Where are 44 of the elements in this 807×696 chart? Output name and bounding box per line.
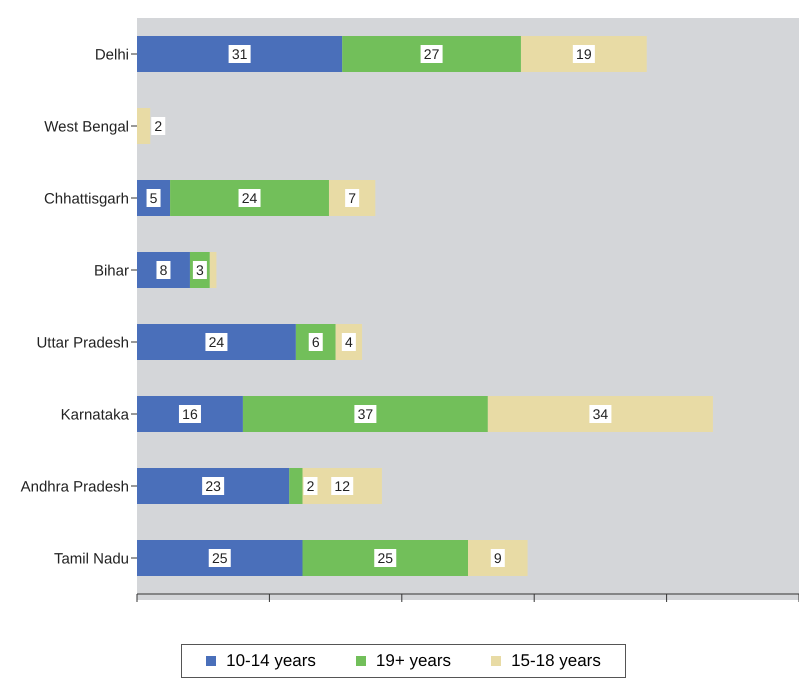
data-label: 6 xyxy=(312,334,320,350)
y-tick-label: Andhra Pradesh xyxy=(20,478,129,496)
y-tick-label: Chhattisgarh xyxy=(44,190,129,208)
bar xyxy=(488,396,713,432)
data-label: 24 xyxy=(208,334,224,350)
bar xyxy=(137,36,342,72)
bar xyxy=(520,36,647,72)
y-tick-label: Delhi xyxy=(94,46,129,64)
data-label: 23 xyxy=(205,478,222,494)
data-label: 27 xyxy=(424,46,440,62)
data-label: 37 xyxy=(358,406,374,422)
bar xyxy=(137,396,243,432)
data-label: 25 xyxy=(212,550,228,566)
data-label: 2 xyxy=(154,118,162,134)
data-label: 2 xyxy=(306,478,315,494)
bar xyxy=(137,540,302,576)
y-tick-label: Tamil Nadu xyxy=(54,550,129,568)
data-label: 25 xyxy=(377,550,394,566)
data-label: 3 xyxy=(196,262,204,278)
bar xyxy=(242,396,488,432)
data-label: 12 xyxy=(334,478,350,494)
legend-label: 15-18 years xyxy=(511,651,601,671)
data-label: 7 xyxy=(348,190,356,206)
data-label: 9 xyxy=(494,550,502,566)
bar xyxy=(137,324,296,360)
bar xyxy=(137,468,290,504)
data-label: 34 xyxy=(592,406,608,422)
y-tick-label: Uttar Pradesh xyxy=(36,334,129,352)
legend-label: 19+ years xyxy=(376,651,452,671)
bar xyxy=(302,540,468,576)
bar xyxy=(342,36,521,72)
data-label: 4 xyxy=(344,334,353,350)
data-label: 31 xyxy=(232,46,248,62)
legend-label: 10-14 years xyxy=(226,651,316,671)
data-label: 24 xyxy=(242,190,258,206)
bar xyxy=(210,252,216,288)
data-label: 19 xyxy=(576,46,592,62)
data-label: 5 xyxy=(150,190,158,206)
data-label: 8 xyxy=(160,262,168,278)
bar xyxy=(170,180,329,216)
y-tick-label: West Bengal xyxy=(44,118,129,136)
y-tick-label: Bihar xyxy=(94,262,129,280)
y-tick-label: Karnataka xyxy=(60,406,130,424)
data-label: 16 xyxy=(182,406,198,422)
